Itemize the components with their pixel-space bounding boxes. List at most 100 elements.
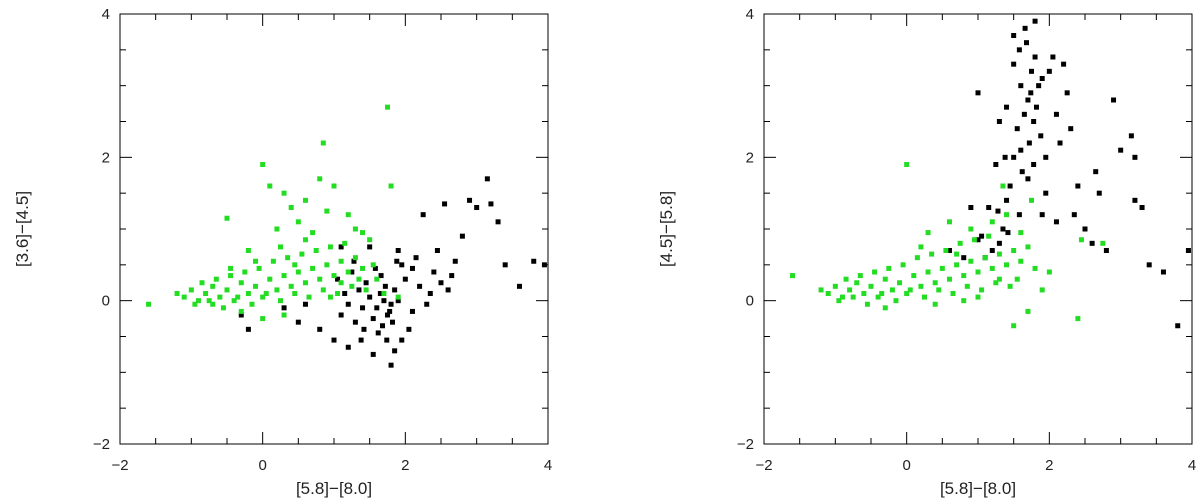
green-point xyxy=(968,258,974,264)
green-point xyxy=(1039,287,1045,293)
black-point xyxy=(1011,61,1017,67)
green-point xyxy=(996,251,1002,257)
green-point xyxy=(374,276,380,282)
black-point xyxy=(541,262,547,268)
black-point xyxy=(1160,269,1166,275)
left-scatter-panel: −2 0 2 4 −2 0 2 4 [5.8]−[8.0] [3.6]−[4.5] xyxy=(13,6,552,498)
black-point xyxy=(392,348,398,354)
black-point xyxy=(1004,104,1010,110)
black-point xyxy=(442,201,448,207)
black-point xyxy=(502,262,508,268)
green-point xyxy=(360,230,366,236)
green-point xyxy=(843,276,849,282)
black-point xyxy=(1028,90,1034,96)
black-point xyxy=(1011,33,1017,38)
green-point xyxy=(1004,212,1010,218)
green-point xyxy=(331,183,337,189)
green-point xyxy=(253,283,259,289)
x-axis-label: [5.8]−[8.0] xyxy=(940,479,1016,498)
black-point xyxy=(384,337,390,343)
black-point xyxy=(382,283,388,289)
black-point xyxy=(975,90,981,96)
black-point xyxy=(356,287,362,293)
black-point xyxy=(238,312,244,318)
black-point xyxy=(399,262,405,268)
black-point xyxy=(402,276,408,282)
black-point xyxy=(1007,183,1013,189)
right-scatter-panel: −2 0 2 4 −2 0 2 4 [5.8]−[8.0] [4.5]−[5.8] xyxy=(657,6,1196,498)
green-point xyxy=(253,258,259,264)
black-point xyxy=(1032,54,1038,60)
green-point xyxy=(192,301,198,307)
green-point xyxy=(274,226,280,232)
black-point xyxy=(413,255,419,261)
green-point xyxy=(324,208,330,214)
green-point xyxy=(904,291,910,296)
green-point xyxy=(242,269,248,275)
green-point xyxy=(245,291,251,296)
y-tick-label: 0 xyxy=(746,293,754,310)
black-point xyxy=(367,294,373,300)
green-point xyxy=(850,294,856,300)
black-point xyxy=(420,212,426,218)
black-point xyxy=(459,233,465,239)
green-point xyxy=(1014,276,1020,282)
green-point xyxy=(996,276,1002,282)
green-point xyxy=(818,287,824,293)
green-point xyxy=(292,291,298,296)
black-point xyxy=(1002,154,1008,160)
black-point xyxy=(1185,248,1191,253)
black-point xyxy=(495,219,501,225)
green-point xyxy=(854,280,860,286)
green-point xyxy=(292,262,298,268)
black-point xyxy=(374,305,380,311)
black-point xyxy=(377,291,383,296)
black-point xyxy=(387,308,393,314)
black-point xyxy=(474,205,480,210)
black-point xyxy=(516,283,522,289)
green-point xyxy=(224,287,230,293)
plot-frame xyxy=(763,13,1193,445)
x-axis-label: [5.8]−[8.0] xyxy=(296,479,372,498)
black-point xyxy=(395,298,401,304)
green-point xyxy=(320,140,326,146)
black-point xyxy=(961,255,967,261)
black-point xyxy=(979,233,985,239)
green-point xyxy=(839,294,845,300)
green-point xyxy=(342,240,348,246)
black-point xyxy=(342,291,348,296)
black-point xyxy=(1053,219,1059,225)
green-point xyxy=(367,237,373,243)
x-tick-label: −2 xyxy=(111,457,128,474)
black-point xyxy=(361,326,367,332)
green-point xyxy=(317,176,323,182)
black-point xyxy=(1032,18,1038,24)
green-point xyxy=(1011,248,1017,253)
green-point xyxy=(395,294,401,300)
black-point xyxy=(1068,126,1074,132)
green-point xyxy=(882,305,888,311)
black-point xyxy=(1018,83,1024,89)
black-point xyxy=(449,273,455,279)
black-point xyxy=(1132,197,1138,203)
y-tick-label: −2 xyxy=(93,436,110,453)
green-point xyxy=(181,294,187,300)
green-point xyxy=(238,308,244,314)
green-point xyxy=(836,298,842,304)
green-point xyxy=(886,265,892,271)
green-point xyxy=(932,301,938,307)
black-point xyxy=(1089,240,1095,246)
black-point xyxy=(395,248,401,253)
black-point xyxy=(1011,154,1017,160)
black-point xyxy=(370,351,376,357)
black-point xyxy=(1053,111,1059,117)
green-point xyxy=(199,280,205,286)
green-point xyxy=(302,197,308,203)
black-point xyxy=(1082,226,1088,232)
x-tick-label: 0 xyxy=(258,457,266,474)
black-point xyxy=(996,119,1002,124)
green-point xyxy=(220,305,226,311)
green-point xyxy=(832,283,838,289)
green-point xyxy=(302,280,308,286)
